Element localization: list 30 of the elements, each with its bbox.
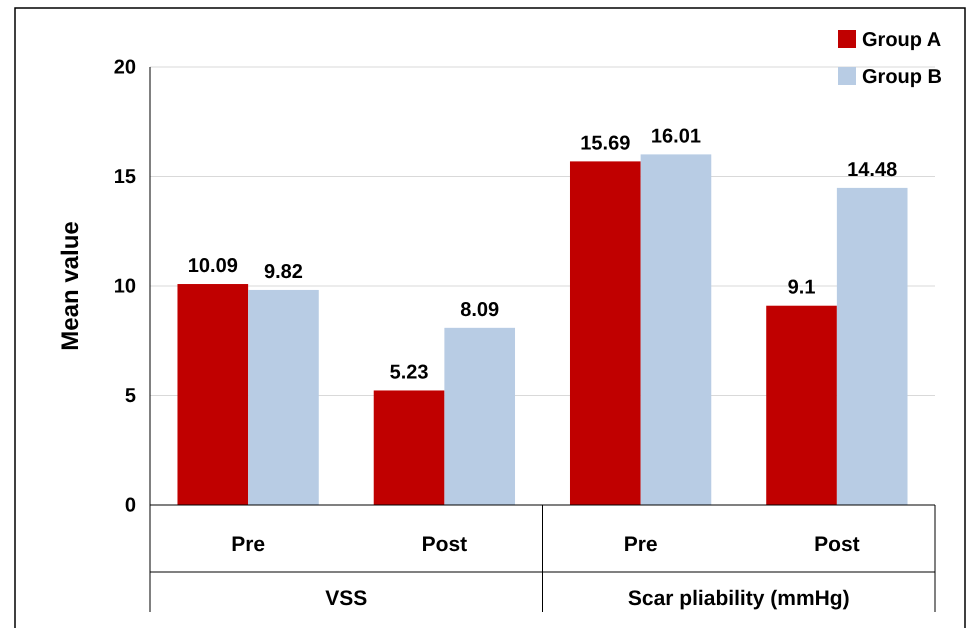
text: Scar pliability (mmHg) (628, 587, 850, 610)
data-label: 14.48 (847, 158, 898, 181)
bar (248, 290, 319, 505)
data-label: 9.1 (788, 276, 816, 299)
legend-label: Group B (862, 66, 942, 88)
y-tick-label: 0 (124, 494, 136, 516)
x-tick-label: Post (422, 533, 468, 556)
bar (444, 328, 516, 505)
data-label: 9.82 (264, 260, 303, 283)
y-tick-label: 15 (114, 166, 136, 188)
data-label: 10.09 (188, 255, 238, 278)
x-tick-label: Pre (231, 533, 266, 556)
data-label: 8.09 (460, 298, 500, 321)
y-tick-label: 10 (114, 275, 136, 298)
legend-label: Group A (862, 29, 942, 51)
data-label: 16.01 (650, 125, 701, 148)
bar (570, 161, 641, 505)
text: VSS (325, 587, 368, 610)
data-label: 15.69 (580, 132, 630, 154)
x-tick-label: Pre (624, 533, 658, 556)
bar (374, 390, 444, 505)
y-axis-title: Mean value (57, 221, 84, 351)
y-tick-label: 5 (124, 384, 136, 407)
y-tick-label: 20 (114, 56, 136, 78)
bar (766, 306, 837, 505)
data-label: 5.23 (390, 361, 429, 384)
bar (177, 284, 248, 505)
bar (836, 188, 908, 505)
x-tick-label: Post (814, 533, 860, 556)
bar (640, 154, 712, 505)
